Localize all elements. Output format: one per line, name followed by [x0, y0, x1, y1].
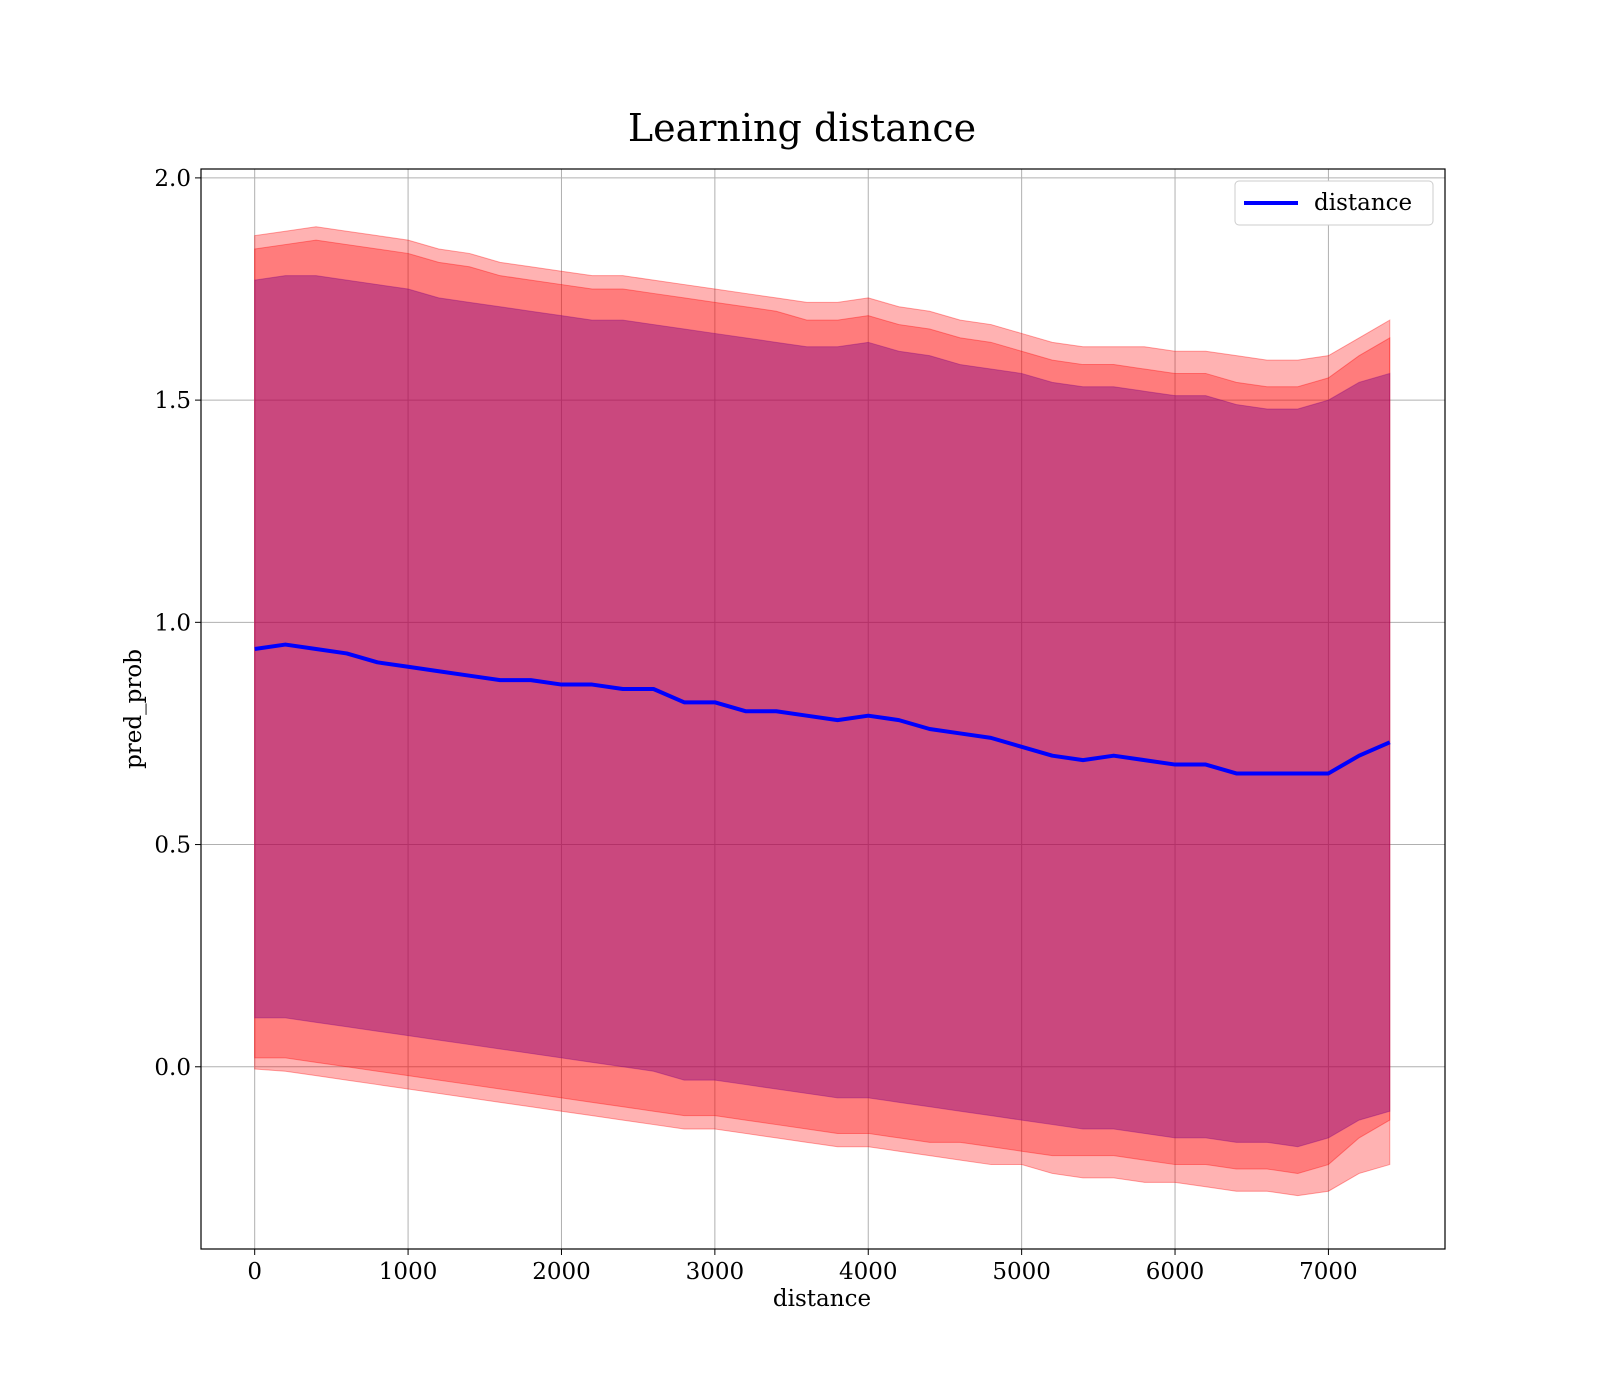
y-tick-label-2: 1.0	[154, 610, 191, 636]
legend: distance	[1234, 180, 1434, 226]
confidence-bands	[254, 226, 1391, 1197]
plot-frame	[200, 168, 1446, 1250]
x-tick-label-2: 2000	[532, 1259, 591, 1285]
x-tick-label-6: 6000	[1146, 1259, 1205, 1285]
y-tick-label-0: 0.0	[154, 1055, 191, 1081]
x-tick-label-3: 3000	[686, 1259, 745, 1285]
band-0	[254, 226, 1391, 1197]
x-tick-label-7: 7000	[1299, 1259, 1358, 1285]
chart-title: Learning distance	[628, 106, 976, 150]
grid	[201, 169, 1445, 1249]
legend-entry-distance: distance	[1314, 190, 1412, 216]
y-tick-label-3: 1.5	[154, 388, 191, 414]
y-axis-ticks: 0.0 0.5 1.0 1.5 2.0	[154, 166, 201, 1081]
y-tick-label-1: 0.5	[154, 833, 191, 859]
x-tick-label-5: 5000	[992, 1259, 1051, 1285]
x-axis-label: distance	[773, 1286, 871, 1312]
band-1	[254, 239, 1391, 1174]
x-tick-label-1: 1000	[379, 1259, 438, 1285]
y-axis-label: pred_prob	[121, 649, 147, 769]
x-tick-label-4: 4000	[839, 1259, 898, 1285]
x-axis-ticks: 0 1000 2000 3000 4000 5000 6000 7000	[247, 1249, 1358, 1285]
y-tick-label-4: 2.0	[154, 166, 191, 192]
band-2	[254, 275, 1391, 1148]
legend-box	[1234, 180, 1434, 226]
series-line-distance	[254, 642, 1391, 776]
series-lines	[254, 642, 1391, 776]
x-tick-label-0: 0	[247, 1259, 262, 1285]
